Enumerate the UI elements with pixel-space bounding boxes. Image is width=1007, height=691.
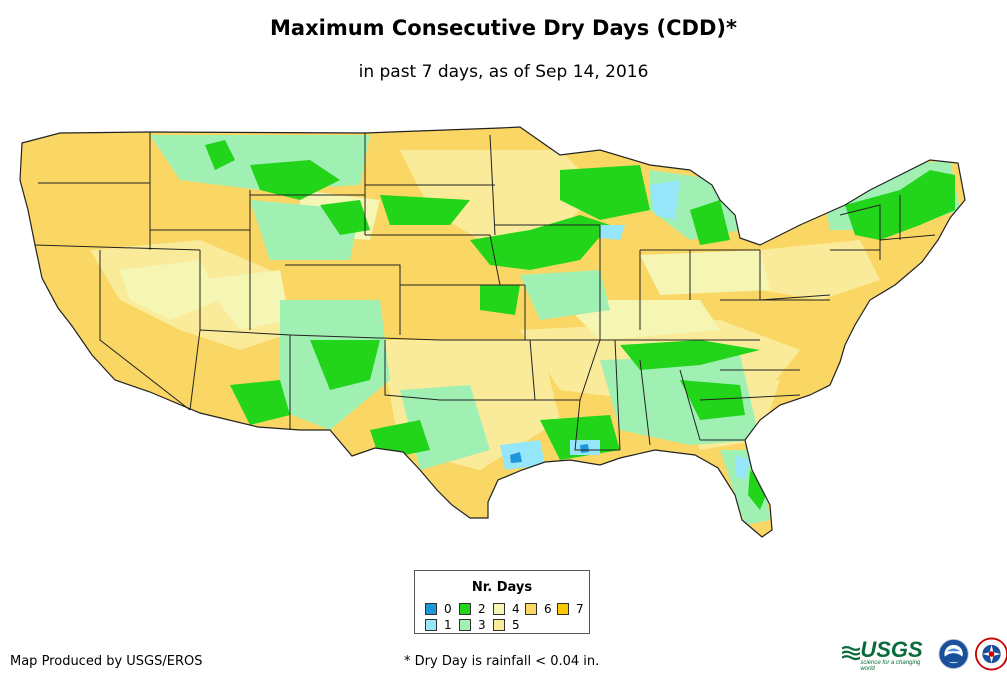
usgs-wave-icon <box>842 646 861 661</box>
legend-item-1: 1 <box>425 618 452 632</box>
legend-swatch <box>459 619 471 631</box>
nws-logo-icon <box>975 637 1007 671</box>
legend-label: 7 <box>576 602 584 616</box>
legend-swatch <box>525 603 537 615</box>
legend-item-3: 3 <box>459 618 486 632</box>
usgs-tagline: science for a changing world <box>860 659 921 672</box>
legend: Nr. Days 0 1 2 3 4 5 6 7 <box>414 570 590 634</box>
map-subtitle: in past 7 days, as of Sep 14, 2016 <box>358 62 649 82</box>
dry-day-footnote: * Dry Day is rainfall < 0.04 in. <box>404 654 600 669</box>
legend-label: 4 <box>512 602 520 616</box>
us-dry-days-map <box>19 126 966 538</box>
map-title: Maximum Consecutive Dry Days (CDD)* <box>270 16 737 40</box>
legend-item-2: 2 <box>459 602 486 616</box>
map-credit: Map Produced by USGS/EROS <box>10 654 203 669</box>
legend-swatch <box>557 603 569 615</box>
legend-label: 6 <box>544 602 552 616</box>
legend-label: 0 <box>444 602 452 616</box>
noaa-logo-icon <box>938 638 969 670</box>
legend-swatch <box>493 619 505 631</box>
legend-title: Nr. Days <box>471 580 533 595</box>
legend-item-4: 4 <box>493 602 520 616</box>
legend-item-0: 0 <box>425 602 452 616</box>
legend-item-5: 5 <box>493 618 520 632</box>
dry-days-raster <box>20 127 965 537</box>
legend-swatch <box>493 603 505 615</box>
legend-swatch <box>425 619 437 631</box>
legend-item-6: 6 <box>525 602 552 616</box>
agency-logos: USGS science for a changing world <box>842 636 1007 672</box>
legend-swatch <box>459 603 471 615</box>
legend-label: 3 <box>478 618 486 632</box>
legend-label: 5 <box>512 618 520 632</box>
legend-swatch <box>425 603 437 615</box>
legend-label: 2 <box>478 602 486 616</box>
legend-label: 1 <box>444 618 452 632</box>
state-borders <box>19 126 966 538</box>
usgs-wordmark: USGS <box>860 636 923 662</box>
usgs-logo: USGS science for a changing world <box>842 637 930 672</box>
legend-item-7: 7 <box>557 602 584 616</box>
